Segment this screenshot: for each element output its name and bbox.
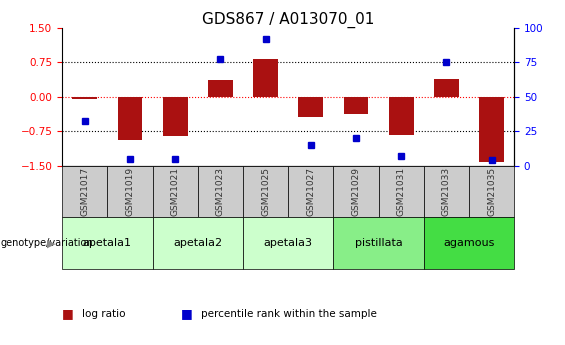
Bar — [62, 217, 153, 269]
Bar — [333, 217, 424, 269]
Bar — [72, 97, 97, 99]
Bar — [243, 217, 333, 269]
Bar — [163, 97, 188, 136]
Bar — [298, 97, 323, 117]
Text: ■: ■ — [62, 307, 74, 321]
Text: apetala2: apetala2 — [173, 238, 222, 248]
Bar — [424, 166, 469, 217]
Bar — [469, 166, 514, 217]
Text: apetala1: apetala1 — [83, 238, 132, 248]
Text: GSM21031: GSM21031 — [397, 167, 406, 216]
Bar — [379, 166, 424, 217]
Text: apetala3: apetala3 — [264, 238, 312, 248]
Text: GSM21019: GSM21019 — [125, 167, 134, 216]
Bar — [118, 97, 142, 140]
Bar — [153, 166, 198, 217]
Text: genotype/variation: genotype/variation — [1, 238, 93, 248]
Text: GSM21033: GSM21033 — [442, 167, 451, 216]
Bar — [153, 217, 243, 269]
Bar — [389, 97, 414, 135]
Bar — [479, 97, 504, 162]
Title: GDS867 / A013070_01: GDS867 / A013070_01 — [202, 11, 375, 28]
Text: GSM21027: GSM21027 — [306, 167, 315, 216]
Text: GSM21025: GSM21025 — [261, 167, 270, 216]
Bar — [208, 80, 233, 97]
Text: percentile rank within the sample: percentile rank within the sample — [201, 309, 376, 319]
Bar — [344, 97, 368, 114]
Bar — [434, 79, 459, 97]
Text: GSM21023: GSM21023 — [216, 167, 225, 216]
Bar — [198, 166, 243, 217]
Text: ▶: ▶ — [46, 238, 55, 248]
Text: log ratio: log ratio — [82, 309, 125, 319]
Bar — [62, 166, 107, 217]
Text: GSM21017: GSM21017 — [80, 167, 89, 216]
Bar — [333, 166, 379, 217]
Text: GSM21029: GSM21029 — [351, 167, 360, 216]
Bar — [288, 166, 333, 217]
Text: ■: ■ — [181, 307, 193, 321]
Bar — [243, 166, 288, 217]
Text: GSM21035: GSM21035 — [487, 167, 496, 216]
Bar — [253, 59, 278, 97]
Bar — [107, 166, 153, 217]
Text: agamous: agamous — [444, 238, 494, 248]
Bar — [424, 217, 514, 269]
Text: GSM21021: GSM21021 — [171, 167, 180, 216]
Text: pistillata: pistillata — [355, 238, 402, 248]
